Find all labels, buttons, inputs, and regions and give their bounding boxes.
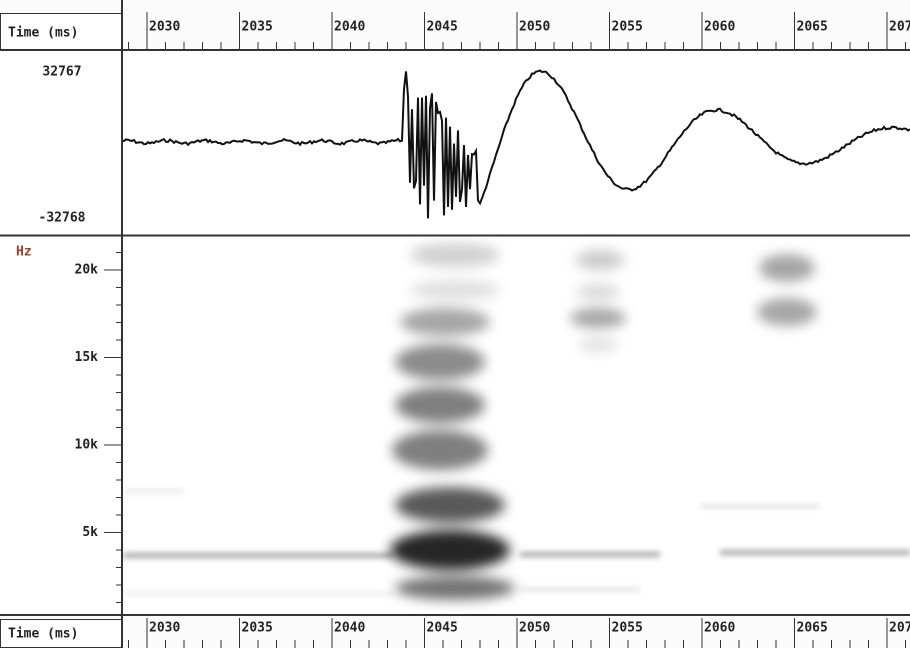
time-tick-label: 2060 [704, 621, 735, 636]
time-tick-label: 2045 [427, 20, 458, 35]
frequency-tick-label: 15k [75, 350, 99, 365]
time-tick-label: 2055 [612, 20, 643, 35]
time-tick-label: 2065 [797, 621, 828, 636]
time-tick-label: 2070 [889, 20, 910, 35]
time-tick-label: 2065 [797, 20, 828, 35]
time-tick-label: 2070 [889, 621, 910, 636]
time-tick-label: 2045 [427, 621, 458, 636]
time-tick-label: 2055 [612, 621, 643, 636]
time-axis-label: Time (ms) [8, 627, 78, 642]
frequency-tick-label: 10k [75, 438, 99, 453]
waveform-max-label: 32767 [42, 65, 81, 80]
frequency-tick-label: 20k [75, 263, 99, 278]
time-tick-label: 2030 [149, 621, 180, 636]
time-tick-label: 2040 [334, 20, 365, 35]
frequency-tick-label: 5k [82, 525, 98, 540]
time-tick-label: 2050 [519, 621, 550, 636]
waveform-min-label: -32768 [39, 211, 86, 226]
time-tick-label: 2040 [334, 621, 365, 636]
spectrogram-panel [122, 236, 910, 615]
time-axis-label: Time (ms) [8, 26, 78, 41]
time-tick-label: 2050 [519, 20, 550, 35]
time-tick-label: 2035 [242, 20, 273, 35]
time-tick-label: 2030 [149, 20, 180, 35]
waveform-panel [122, 50, 910, 235]
time-tick-label: 2060 [704, 20, 735, 35]
time-tick-label: 2035 [242, 621, 273, 636]
hz-unit-label: Hz [16, 245, 32, 260]
